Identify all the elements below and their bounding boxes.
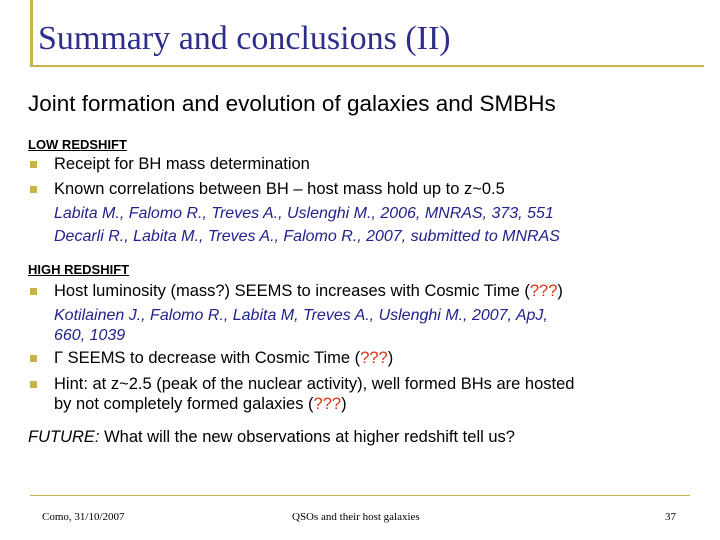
high-bullet-2-text: Γ SEEMS to decrease with Cosmic Time ( (54, 349, 361, 367)
high-bullet-3-close: ) (341, 395, 347, 413)
bullet-marker (30, 186, 37, 193)
high-bullet-2-close: ) (387, 349, 394, 367)
future-statement: FUTURE: What will the new observations a… (28, 428, 515, 447)
high-bullet-3-line-1: Hint: at z~2.5 (peak of the nuclear acti… (54, 375, 575, 393)
question-marks: ??? (529, 282, 558, 300)
low-reference-1: Labita M., Falomo R., Treves A., Uslengh… (54, 205, 554, 222)
slide-title: Summary and conclusions (II) (38, 20, 451, 57)
high-bullet-2: Γ SEEMS to decrease with Cosmic Time (??… (54, 349, 393, 368)
question-marks: ??? (313, 395, 342, 413)
low-redshift-heading: LOW REDSHIFT (28, 137, 127, 152)
title-accent-bar (30, 0, 33, 66)
footer-title: QSOs and their host galaxies (292, 511, 420, 523)
future-text: What will the new observations at higher… (99, 428, 515, 446)
footer-divider (30, 495, 690, 496)
high-bullet-1: Host luminosity (mass?) SEEMS to increas… (54, 282, 563, 301)
question-marks: ??? (360, 349, 388, 367)
title-underline (30, 65, 704, 67)
high-bullet-3-text: by not completely formed galaxies ( (54, 395, 314, 413)
high-redshift-heading: HIGH REDSHIFT (28, 262, 130, 277)
future-label: FUTURE: (28, 428, 100, 446)
high-reference-1-line-2: 660, 1039 (54, 327, 126, 344)
high-reference-1-line-1: Kotilainen J., Falomo R., Labita M, Trev… (54, 307, 548, 324)
slide-subtitle: Joint formation and evolution of galaxie… (28, 91, 556, 116)
slide-number: 37 (665, 511, 676, 523)
high-bullet-1-close: ) (557, 282, 563, 300)
low-bullet-2: Known correlations between BH – host mas… (54, 180, 505, 198)
bullet-marker (30, 288, 37, 295)
high-bullet-1-text: Host luminosity (mass?) SEEMS to increas… (54, 282, 530, 300)
low-bullet-1: Receipt for BH mass determination (54, 155, 310, 173)
bullet-marker (30, 355, 37, 362)
footer-date: Como, 31/10/2007 (42, 511, 125, 523)
high-bullet-3-line-2: by not completely formed galaxies (???) (54, 395, 347, 414)
bullet-marker (30, 381, 37, 388)
low-reference-2: Decarli R., Labita M., Treves A., Falomo… (54, 228, 560, 245)
bullet-marker (30, 161, 37, 168)
